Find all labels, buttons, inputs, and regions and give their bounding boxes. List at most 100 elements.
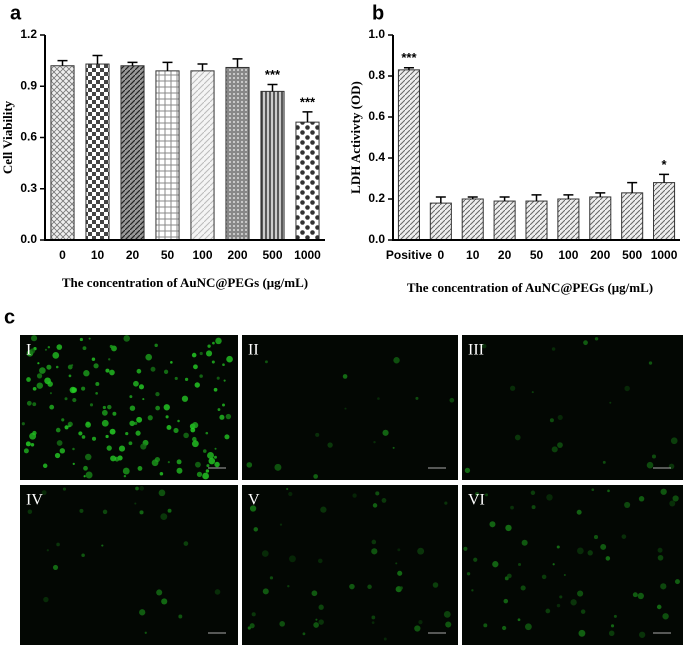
y-tick-label: 0.0	[20, 232, 37, 246]
y-tick-label: 1.0	[368, 27, 385, 41]
fluorescent-cell	[632, 592, 638, 598]
fluorescent-cell	[110, 455, 117, 462]
fluorescent-cell	[646, 461, 654, 469]
fluorescent-cell	[134, 421, 138, 425]
fluorescent-cell	[657, 554, 664, 561]
fluorescent-cell	[226, 355, 233, 363]
fluorescent-cell	[56, 344, 63, 350]
fluorescent-cell	[106, 445, 112, 451]
fluorescent-cell	[43, 596, 49, 603]
fluorescent-cell	[530, 490, 536, 496]
fluorescent-cell	[72, 447, 75, 451]
error-bar	[267, 83, 278, 92]
fluorescent-cell	[191, 422, 199, 429]
fluorescent-cell	[82, 346, 87, 351]
fluorescent-cell	[557, 442, 563, 448]
fluorescent-cell	[578, 629, 586, 637]
fluorescent-cell	[638, 496, 645, 502]
fluorescent-cell	[102, 405, 106, 410]
fluorescent-cell	[122, 467, 130, 475]
fluorescent-cell	[506, 573, 512, 579]
fluorescent-cell	[371, 615, 376, 620]
fluorescent-cell	[32, 402, 37, 407]
fluorescent-cell	[481, 343, 487, 349]
fluorescent-cell	[85, 471, 93, 479]
fluorescent-cell	[545, 608, 551, 614]
x-axis-label: The concentration of AuNC@PEGs (μg/mL)	[407, 280, 653, 295]
fluorescent-cell	[464, 467, 471, 474]
fluorescent-cell	[315, 618, 318, 621]
fluorescent-cell	[261, 550, 269, 557]
fluorescent-cell	[163, 369, 169, 374]
fluorescent-cell	[83, 465, 88, 471]
fluorescent-cell	[123, 335, 131, 342]
fluorescent-cell	[397, 548, 401, 552]
x-tick-label: 0	[59, 248, 66, 262]
fluorescent-cell	[651, 454, 656, 459]
error-bar	[499, 196, 510, 202]
fluorescent-cell	[602, 460, 606, 464]
fluorescent-cell	[225, 413, 232, 420]
fluorescent-cell	[167, 461, 170, 464]
fluorescent-cell	[93, 363, 99, 369]
x-tick-label: 100	[192, 248, 212, 262]
fluorescent-cell	[222, 403, 225, 407]
micrograph	[20, 485, 238, 645]
fluorescent-cell	[383, 637, 387, 641]
error-bar	[403, 67, 414, 70]
y-axis-label: Cell Viability	[0, 100, 15, 174]
y-tick-label: 0.0	[368, 232, 385, 246]
axes	[392, 35, 680, 241]
fluorescent-cell	[546, 494, 553, 501]
fluorescent-cell	[524, 623, 532, 631]
bar	[461, 198, 484, 241]
fluorescent-cell	[393, 357, 400, 364]
fluorescent-cell	[72, 462, 75, 465]
image-label: VI	[468, 492, 485, 509]
fluorescent-cell	[170, 361, 173, 364]
fluorescent-cell	[83, 370, 90, 377]
x-tick-label: 20	[126, 248, 140, 262]
fluorescent-cell	[47, 381, 53, 387]
fluorescent-cell	[352, 493, 357, 498]
error-bar	[467, 196, 478, 199]
fluorescent-cell	[208, 457, 216, 465]
fluorescent-cell	[26, 377, 31, 382]
fluorescent-cell	[375, 491, 380, 496]
fluorescent-cell	[89, 403, 94, 407]
fluorescent-cell	[95, 381, 100, 386]
fluorescent-cell	[158, 489, 166, 497]
bar	[225, 66, 250, 241]
fluorescent-cell	[155, 391, 160, 397]
significance: ***	[300, 94, 316, 109]
fluorescent-cell	[205, 431, 209, 435]
fluorescent-cell	[49, 392, 52, 395]
fluorescent-cell	[112, 411, 117, 416]
fluorescent-cell	[101, 544, 104, 547]
fluorescent-cell	[377, 397, 380, 400]
fluorescent-cell	[219, 414, 225, 420]
fluorescent-cell	[166, 425, 172, 430]
fluorescent-cell	[557, 414, 563, 421]
fluorescent-cell	[56, 440, 63, 446]
fluorescent-cell	[135, 486, 139, 491]
fluorescent-cell	[492, 561, 499, 568]
fluorescent-cell	[183, 541, 189, 546]
x-tick-label: 50	[530, 248, 544, 262]
fluorescent-cell	[134, 502, 137, 505]
fluorescent-cell	[129, 420, 135, 427]
fluorescent-cell	[140, 443, 147, 450]
fluorescent-cell	[302, 632, 306, 636]
bar	[493, 200, 516, 241]
fluorescent-cell	[605, 556, 611, 561]
error-bar	[127, 61, 138, 66]
error-bar	[435, 196, 446, 204]
fluorescent-cell	[311, 590, 318, 597]
fluorescent-cell	[55, 365, 59, 369]
fluorescent-cell	[318, 619, 324, 625]
fluorescent-cell	[39, 367, 46, 374]
fluorescent-cell	[199, 351, 203, 356]
fluorescent-cell	[638, 631, 646, 638]
fluorescent-cell	[552, 563, 555, 566]
